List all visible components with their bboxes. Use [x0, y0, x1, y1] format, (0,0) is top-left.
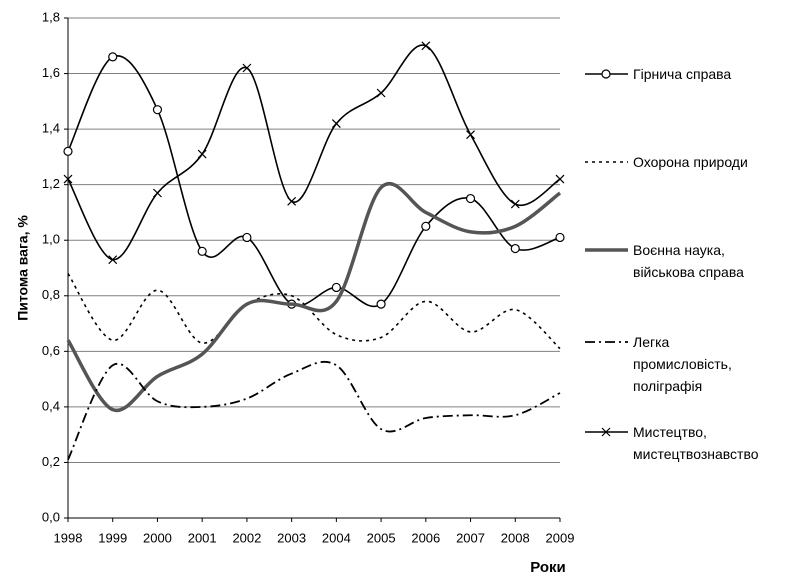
- marker-circle: [421, 221, 431, 231]
- y-tick-label: 0,6: [42, 343, 60, 358]
- x-tick-label: 2003: [277, 530, 306, 545]
- y-tick-label: 1,4: [42, 121, 60, 136]
- legend-label: Гірнича справа: [633, 66, 732, 82]
- x-tick-label: 2006: [411, 530, 440, 545]
- x-tick-label: 2004: [322, 530, 351, 545]
- y-tick-label: 1,6: [42, 65, 60, 80]
- legend-label: Легка промисловість, поліграфія: [633, 334, 732, 394]
- x-tick-label: 2002: [232, 530, 261, 545]
- marker-circle: [331, 282, 341, 293]
- marker-x: [287, 196, 297, 206]
- series-line: [67, 360, 561, 461]
- marker-circle: [63, 146, 73, 156]
- y-tick-label: 1,0: [42, 232, 60, 247]
- x-tick-label: 2009: [546, 530, 575, 545]
- marker-x: [331, 119, 341, 128]
- marker-circle: [510, 243, 520, 254]
- y-tick-label: 1,8: [42, 9, 60, 24]
- legend-marker: [601, 427, 611, 437]
- marker-circle: [555, 232, 565, 243]
- x-tick-label: 2000: [143, 530, 172, 545]
- legend-marker: [601, 69, 611, 79]
- legend-label: Охорона природи: [633, 154, 748, 170]
- marker-circle: [152, 105, 163, 115]
- y-tick-label: 0,0: [42, 509, 60, 524]
- marker-x: [242, 63, 252, 73]
- x-tick-label: 1998: [54, 530, 83, 545]
- marker-x: [63, 174, 73, 184]
- marker-x: [108, 255, 118, 265]
- series-line: [67, 55, 561, 308]
- series-line: [67, 44, 561, 261]
- marker-x: [421, 41, 431, 51]
- marker-circle: [197, 246, 207, 256]
- x-tick-label: 1999: [98, 530, 127, 545]
- legend-label: Воєнна наука, військова справа: [633, 242, 744, 280]
- y-tick-label: 0,2: [42, 454, 60, 469]
- marker-circle: [242, 232, 252, 243]
- marker-x: [376, 88, 386, 98]
- y-tick-label: 0,4: [42, 398, 60, 413]
- marker-x: [510, 199, 520, 209]
- marker-x: [466, 130, 475, 140]
- y-axis-title: Питома вага, %: [15, 215, 31, 321]
- x-tick-label: 2008: [501, 530, 530, 545]
- x-tick-label: 2007: [456, 530, 485, 545]
- series-line: [67, 273, 561, 350]
- marker-x: [153, 188, 162, 198]
- marker-x: [197, 149, 207, 159]
- x-axis-title: Роки: [530, 559, 566, 576]
- marker-x: [555, 174, 565, 184]
- x-tick-label: 2005: [367, 530, 396, 545]
- x-tick-label: 2001: [188, 530, 217, 545]
- y-tick-label: 0,8: [42, 287, 60, 302]
- marker-circle: [108, 52, 118, 62]
- y-tick-label: 1,2: [42, 176, 60, 191]
- legend-label: Мистецтво, мистецтвознавство: [633, 424, 759, 462]
- marker-circle: [376, 299, 386, 309]
- marker-circle: [465, 193, 476, 204]
- series-line: [66, 182, 562, 413]
